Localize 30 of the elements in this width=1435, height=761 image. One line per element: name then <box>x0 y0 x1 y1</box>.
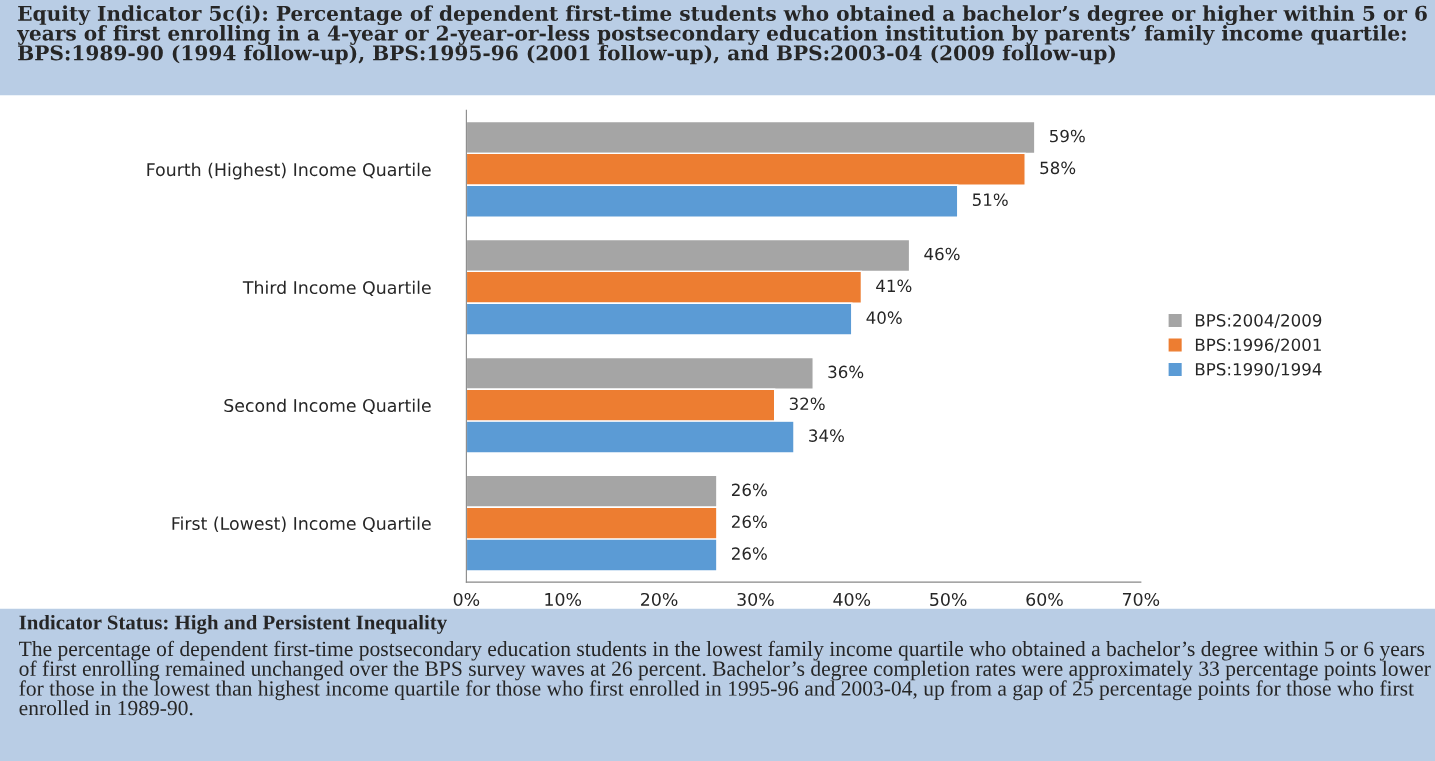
y-tick-label: First (Lowest) Income Quartile <box>172 516 431 533</box>
data-label: 41% <box>876 279 912 293</box>
x-tick-label: 60% <box>1026 592 1063 607</box>
x-tick-label: 0% <box>453 592 480 607</box>
text: Indicator Status: High and Persistent Inequality <box>19 614 447 634</box>
y-tick-label: Fourth (Highest) Income Quartile <box>147 162 431 180</box>
data-label: 26% <box>732 547 767 560</box>
x-tick-label: 20% <box>641 592 678 607</box>
data-label: 32% <box>789 397 825 411</box>
data-label: 59% <box>1050 129 1085 143</box>
x-tick-label: 70% <box>1122 592 1160 607</box>
x-tick-label: 40% <box>833 592 871 607</box>
x-tick-label: 30% <box>737 592 774 607</box>
legend-label: BPS:2004/2009 <box>1195 314 1322 328</box>
y-tick-label: Second Income Quartile <box>224 398 431 415</box>
x-tick-label: 50% <box>930 592 967 607</box>
data-label: 26% <box>732 515 767 529</box>
data-label: 26% <box>732 483 767 497</box>
data-label: 36% <box>828 365 864 379</box>
legend-label: BPS:1996/2001 <box>1195 338 1321 353</box>
data-label: 34% <box>809 429 844 442</box>
y-tick-label: Third Income Quartile <box>242 280 431 297</box>
legend-label: BPS:1990/1994 <box>1195 362 1322 377</box>
data-label: 46% <box>924 247 960 261</box>
x-tick-label: 10% <box>545 592 582 607</box>
text: The percentage of dependent first-time postsecondary education students in the lowest family income quartile who obtained a bachelor’s degree within 5 or 6 years of first enrolling remained unchanged over the BPS survey waves at 26 percent. Bachelor’s degree completion rates were approximately 33 percentage points lower for those in the lowest than highest income quartile for those who first enrolled in 1995-96 and 2003-04, up from a gap of 25 percentage points for those who first enrolled in 1989-90. <box>19 640 1431 716</box>
data-label: 51% <box>972 193 1008 207</box>
data-label: 58% <box>1040 161 1076 175</box>
chart-title: Equity Indicator 5c(i): Percentage of dependent first-time students who obtained a bachelor’s degree or higher within 5 or 6 years of first enrolling in a 4-year or 2-year-or-less postsecondary education institution by parents’ family income quartile: BPS:1989-90 (1994 follow-up), BPS:1995-96 (2001 follow-up), and BPS:2003-04 (2009 follow-up) <box>16 5 1427 65</box>
data-label: 40% <box>866 311 902 324</box>
